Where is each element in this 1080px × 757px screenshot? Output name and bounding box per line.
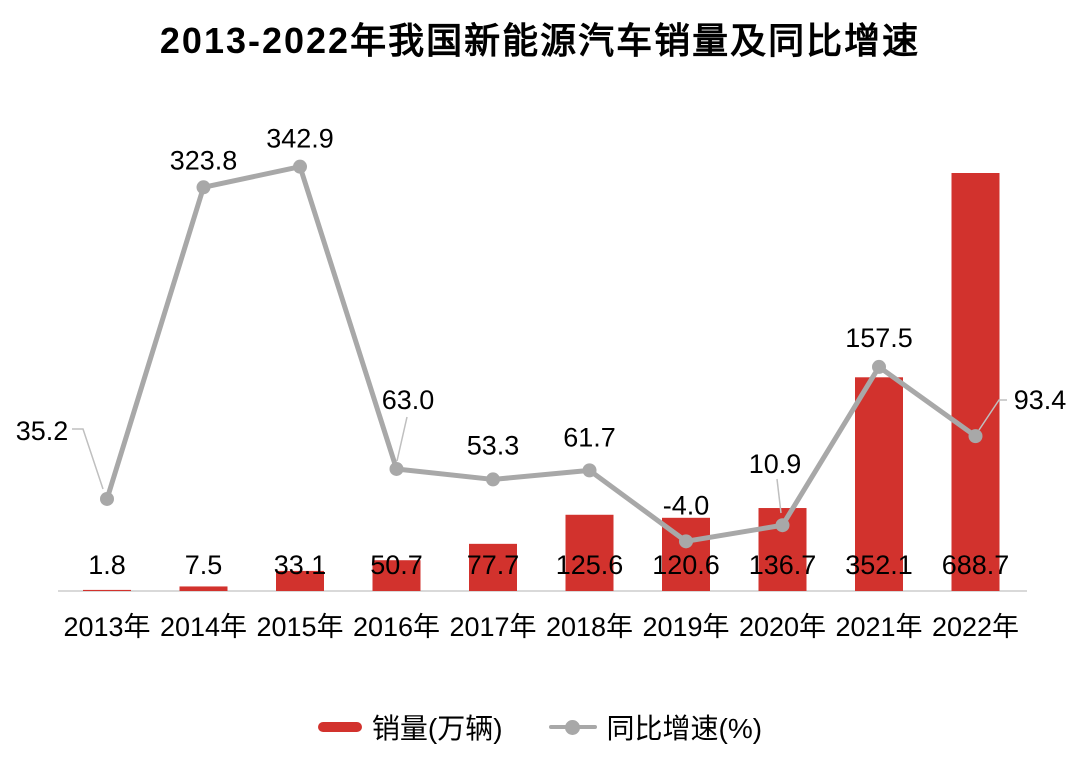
sales-label-2016年: 50.7 bbox=[370, 550, 423, 580]
growth-point-2014年[interactable] bbox=[196, 180, 211, 195]
growth-label-2013年: 35.2 bbox=[16, 416, 69, 446]
leader-line-2020年 bbox=[776, 478, 782, 514]
growth-label-2019年: -4.0 bbox=[663, 490, 710, 520]
legend: 销量(万辆) 同比增速(%) bbox=[0, 704, 1080, 750]
growth-point-2017年[interactable] bbox=[486, 472, 500, 487]
sales-bar-2014年[interactable] bbox=[179, 586, 228, 591]
growth-line-swatch-icon bbox=[548, 719, 597, 735]
growth-point-2018年[interactable] bbox=[582, 463, 597, 478]
x-axis-label-2019年: 2019年 bbox=[642, 612, 729, 642]
growth-legend-label: 同比增速(%) bbox=[606, 713, 763, 744]
sales-bar-2013年[interactable] bbox=[83, 589, 131, 591]
sales-label-2021年: 352.1 bbox=[845, 550, 913, 580]
sales-legend-label: 销量(万辆) bbox=[371, 713, 503, 744]
x-axis-label-2021年: 2021年 bbox=[835, 612, 922, 642]
growth-label-2020年: 10.9 bbox=[749, 449, 802, 479]
x-axis-label-2017年: 2017年 bbox=[449, 612, 536, 642]
growth-point-2021年[interactable] bbox=[872, 359, 886, 374]
chart-title: 2013-2022年我国新能源汽车销量及同比增速 bbox=[159, 20, 921, 61]
leader-line-2022年 bbox=[978, 399, 1007, 431]
legend-item-growth[interactable]: 同比增速(%) bbox=[548, 707, 763, 747]
growth-point-2022年[interactable] bbox=[968, 429, 983, 444]
growth-label-2021年: 157.5 bbox=[845, 323, 913, 353]
growth-point-2020年[interactable] bbox=[775, 518, 790, 533]
leader-line-2013年 bbox=[72, 428, 104, 490]
sales-bar-2022年[interactable] bbox=[951, 173, 1000, 591]
sales-label-2015年: 33.1 bbox=[274, 550, 327, 580]
sales-bar-swatch-icon bbox=[317, 722, 362, 732]
leader-line-2016年 bbox=[396, 416, 408, 462]
sales-bar-2015年[interactable] bbox=[276, 570, 324, 591]
x-axis-label-2020年: 2020年 bbox=[739, 612, 826, 642]
sales-label-2018年: 125.6 bbox=[556, 550, 624, 580]
growth-label-2017年: 53.3 bbox=[467, 430, 520, 460]
x-axis-label-2014年: 2014年 bbox=[160, 612, 247, 642]
sales-bar-2018年[interactable] bbox=[565, 514, 614, 591]
x-axis-label-2018年: 2018年 bbox=[546, 612, 633, 642]
sales-label-2013年: 1.8 bbox=[88, 550, 126, 580]
growth-label-2015年: 342.9 bbox=[266, 124, 334, 154]
x-axis-label-2013年: 2013年 bbox=[63, 612, 150, 642]
x-axis-label-2022年: 2022年 bbox=[932, 612, 1019, 642]
sales-label-2014年: 7.5 bbox=[185, 550, 223, 580]
growth-point-2015年[interactable] bbox=[293, 159, 307, 174]
growth-label-2016年: 63.0 bbox=[382, 385, 435, 415]
sales-bar-2017年[interactable] bbox=[469, 543, 517, 591]
x-axis-label-2016年: 2016年 bbox=[353, 612, 440, 642]
growth-point-2016年[interactable] bbox=[389, 461, 404, 476]
sales-label-2019年: 120.6 bbox=[652, 550, 720, 580]
growth-point-2013年[interactable] bbox=[100, 491, 114, 506]
growth-label-2018年: 61.7 bbox=[563, 422, 616, 452]
growth-line bbox=[104, 164, 978, 544]
growth-label-2022年: 93.4 bbox=[1014, 385, 1067, 415]
sales-label-2022年: 688.7 bbox=[942, 550, 1010, 580]
sales-label-2020年: 136.7 bbox=[749, 550, 817, 580]
x-axis-label-2015年: 2015年 bbox=[256, 612, 343, 642]
sales-label-2017年: 77.7 bbox=[467, 550, 520, 580]
sales-bar-2021年[interactable] bbox=[855, 377, 903, 591]
sales-bar-2016年[interactable] bbox=[372, 560, 421, 591]
growth-label-2014年: 323.8 bbox=[170, 145, 238, 175]
growth-point-2019年[interactable] bbox=[679, 534, 693, 549]
legend-item-sales[interactable]: 销量(万辆) bbox=[317, 707, 503, 747]
